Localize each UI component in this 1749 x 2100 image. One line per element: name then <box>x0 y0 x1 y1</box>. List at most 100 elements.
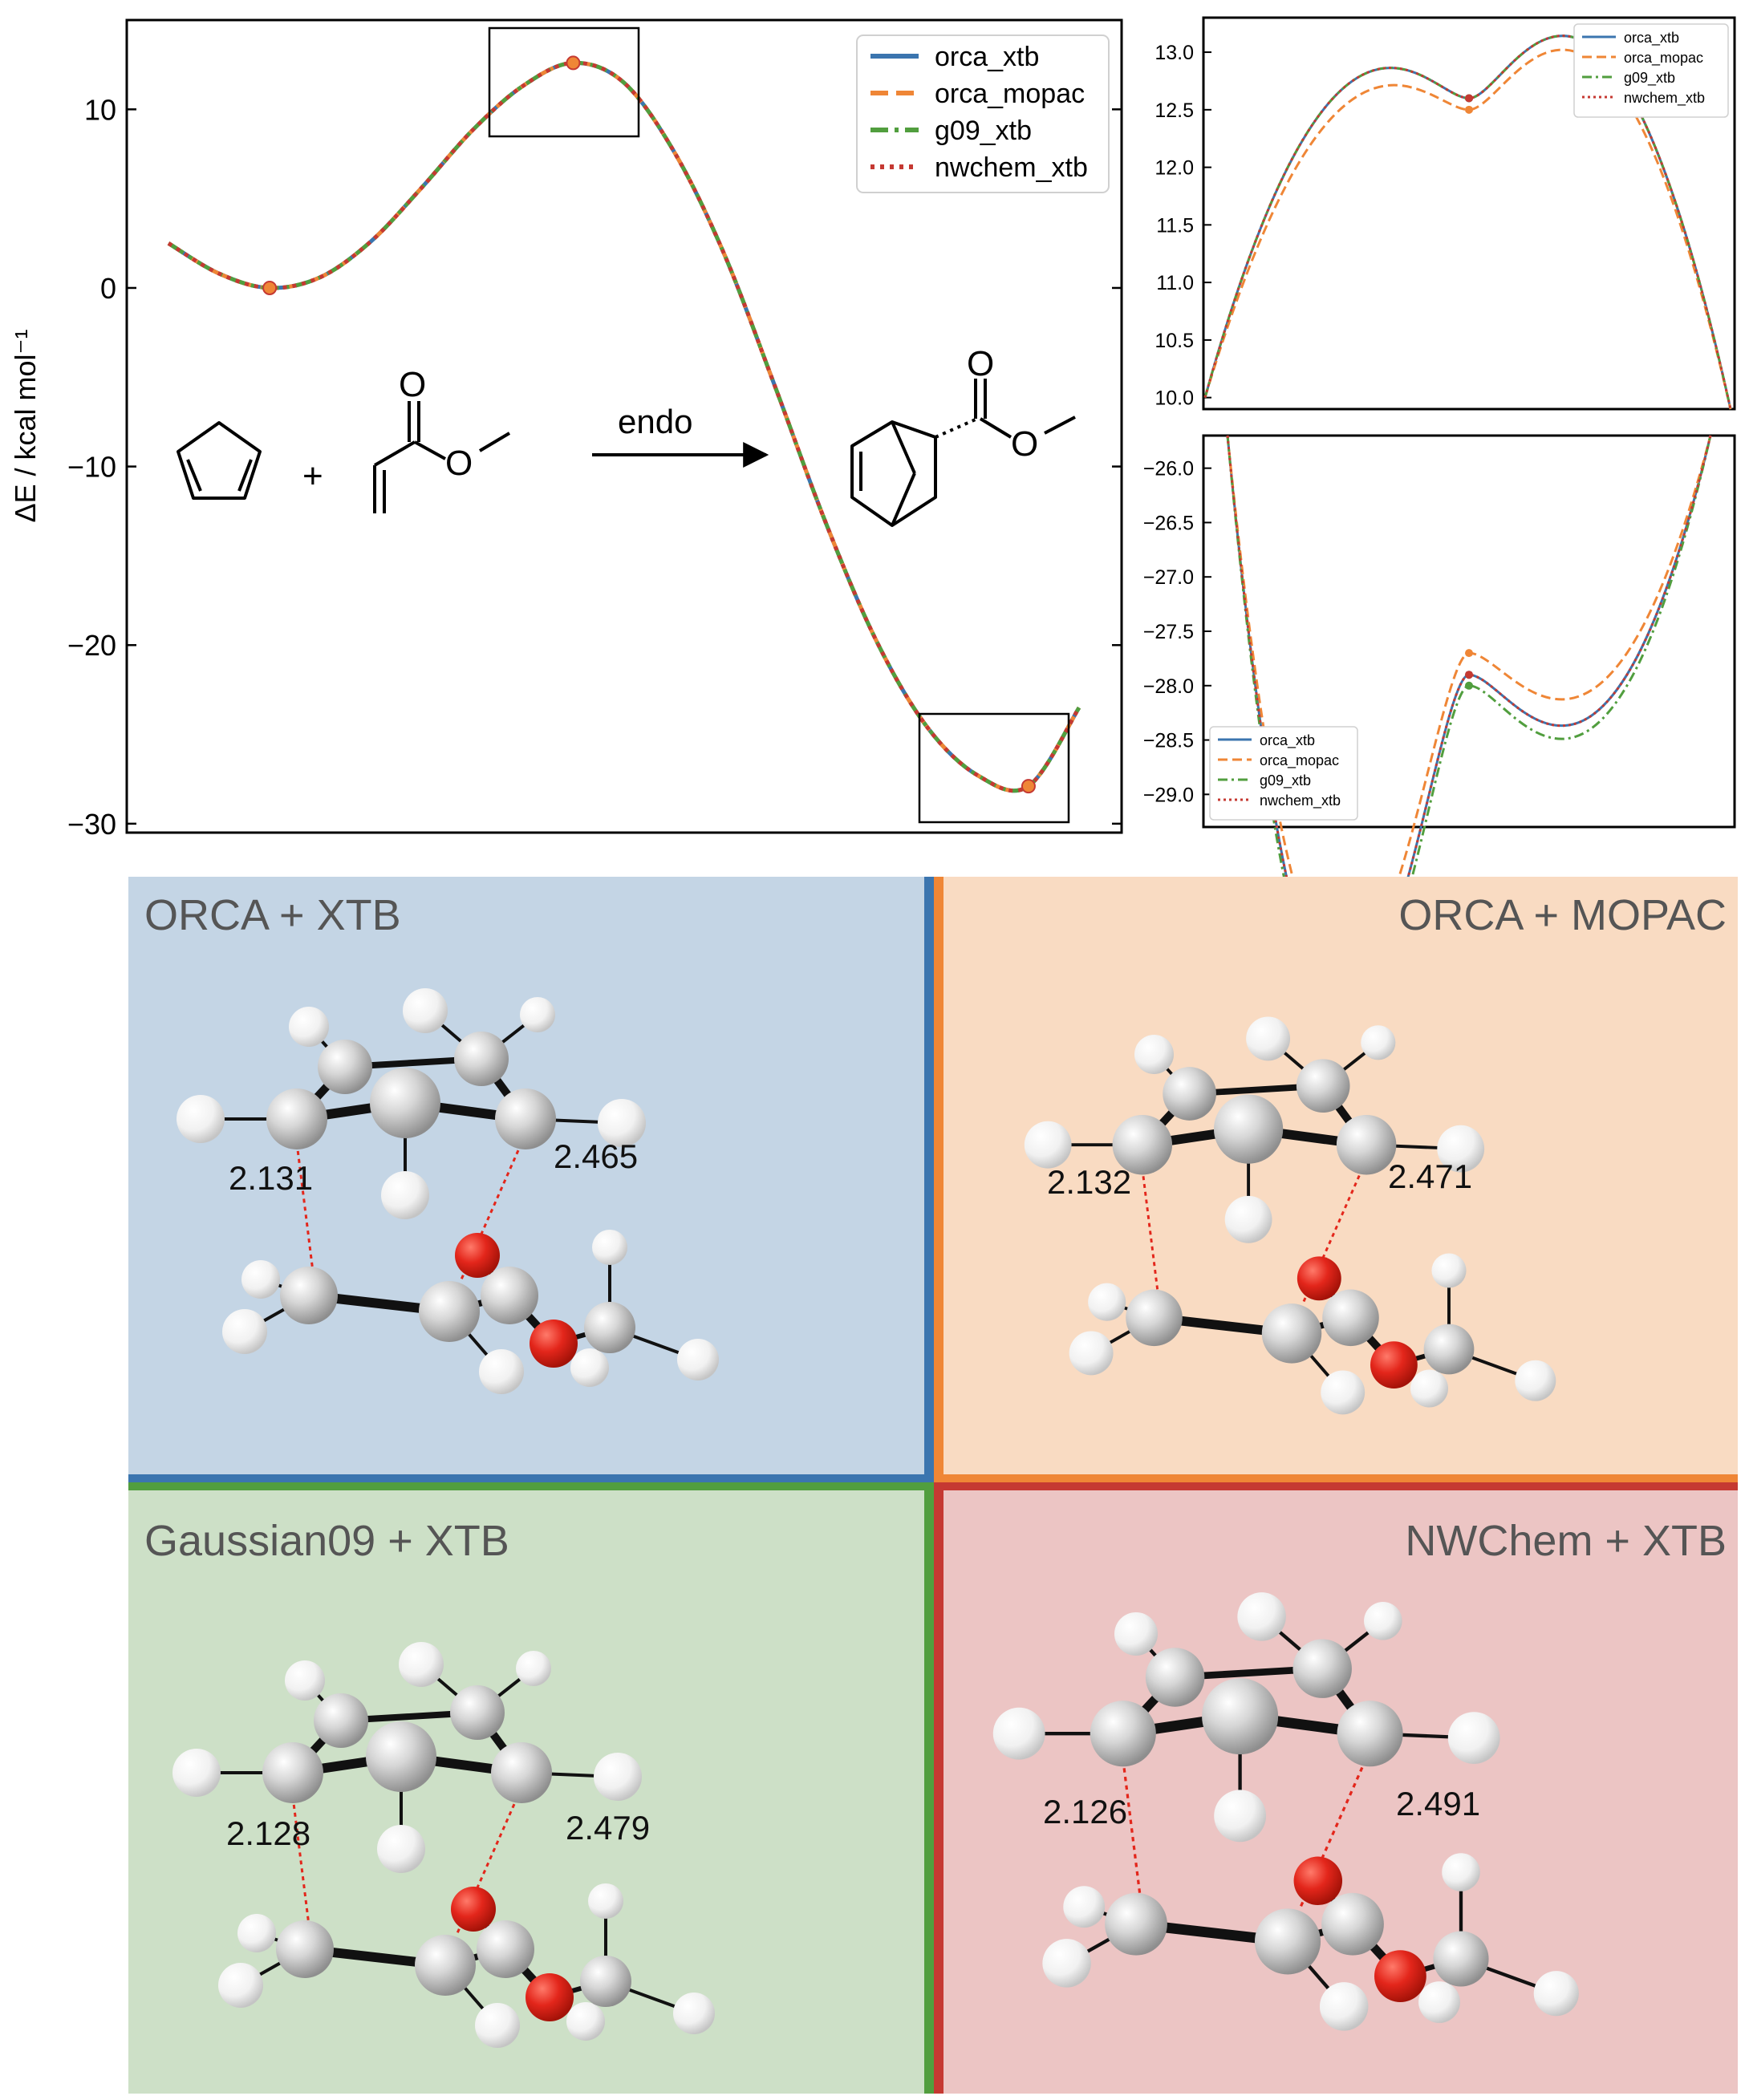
hydrogen-atom-2-17 <box>237 1914 276 1952</box>
carbon-atom-1-2 <box>1336 1114 1397 1175</box>
prod-curves-point-orca_mopac <box>1465 649 1473 658</box>
dist-right-nwchem-xtb: 2.491 <box>1396 1785 1481 1822</box>
molecule-2 <box>172 1642 715 2048</box>
carbon-atom-2-15 <box>580 1956 631 2007</box>
ts-zoom-box <box>488 26 640 138</box>
hydrogen-atom-3-6 <box>1447 1712 1500 1764</box>
main-curves <box>167 60 1081 793</box>
oxygen-atom-2-16 <box>451 1887 496 1932</box>
carbon-atom-0-4 <box>454 1032 509 1086</box>
molecule-3 <box>992 1592 1579 2031</box>
main-legend-label-nwchem_xtb: nwchem_xtb <box>935 152 1088 183</box>
carbon-atom-1-1 <box>1213 1094 1284 1164</box>
hydrogen-atom-3-5 <box>992 1707 1045 1760</box>
carbonyl-o-atom-2: O <box>967 344 994 383</box>
carbon-atom-0-15 <box>584 1302 635 1353</box>
hydrogen-atom-1-7 <box>1224 1195 1272 1243</box>
ts-yticks-label-3: 11.5 <box>1156 214 1194 237</box>
oxygen-atom-0-14 <box>530 1320 578 1368</box>
reaction-arrow-label: endo <box>618 403 692 440</box>
forming-bond-left-1 <box>1141 1168 1159 1295</box>
hydrogen-atom-2-19 <box>475 2003 520 2048</box>
hydrogen-atom-1-20 <box>1410 1369 1449 1408</box>
carbon-atom-0-1 <box>370 1068 440 1138</box>
carbonyl-o-atom-1: O <box>399 365 426 404</box>
hydrogen-atom-0-21 <box>592 1230 627 1265</box>
divider-blue-vertical <box>924 877 934 1480</box>
hydrogen-atom-1-8 <box>1134 1035 1174 1074</box>
product-y-ticks: −26.0 −26.5 −27.0 −27.5 −28.0 −28.5 −29.0 <box>1143 458 1211 806</box>
carbon-atom-1-0 <box>1112 1114 1173 1175</box>
product-legend-box <box>1209 726 1358 821</box>
hydrogen-atom-0-10 <box>520 997 555 1032</box>
hydrogen-atom-2-18 <box>218 1963 263 2008</box>
hydrogen-atom-1-17 <box>1088 1283 1126 1321</box>
carbon-atom-0-2 <box>495 1089 556 1149</box>
dist-left-orca-mopac: 2.132 <box>1047 1163 1132 1201</box>
ts-legend-box <box>1573 23 1729 118</box>
hydrogen-atom-0-6 <box>598 1099 646 1147</box>
hydrogen-atom-2-10 <box>516 1651 551 1686</box>
dist-left-g09-xtb: 2.128 <box>226 1814 311 1852</box>
hydrogen-atom-0-5 <box>177 1095 225 1143</box>
carbon-atom-3-0 <box>1090 1701 1156 1767</box>
hydrogen-atom-3-19 <box>1319 1982 1369 2031</box>
carbon-atom-1-15 <box>1423 1324 1475 1375</box>
ts-zoom-chart: 10.0 10.5 11.0 11.5 12.0 12.5 13.0 orca_xtborc… <box>1155 16 1736 411</box>
carbon-atom-3-15 <box>1433 1931 1489 1987</box>
prod-curves-point-nwchem_xtb <box>1465 671 1473 679</box>
main-ytick-label-2: −10 <box>67 451 116 484</box>
hydrogen-atom-2-5 <box>172 1749 221 1797</box>
main-ytick-label-4: 10 <box>84 93 116 126</box>
prod-legend-items-label-orca_mopac: orca_mopac <box>1260 752 1339 769</box>
divider-red-vertical <box>934 1482 943 2094</box>
divider-red-horizontal <box>934 1482 1738 1490</box>
hydrogen-atom-3-21 <box>1442 1853 1480 1891</box>
carbon-atom-3-4 <box>1292 1639 1352 1698</box>
hydrogen-atom-3-10 <box>1364 1602 1402 1640</box>
ts-yticks-label-2: 11.0 <box>1156 272 1194 294</box>
hydrogen-atom-3-9 <box>1237 1592 1286 1641</box>
oxygen-atom-3-14 <box>1374 1950 1426 2002</box>
hydrogen-atom-2-7 <box>377 1825 425 1873</box>
main-y-axis-label: ΔE / kcal mol⁻¹ <box>9 329 42 522</box>
hydrogen-atom-1-19 <box>1321 1370 1366 1415</box>
divider-orange-horizontal <box>934 1474 1738 1482</box>
hydrogen-atom-0-9 <box>403 988 448 1033</box>
carbon-atom-3-3 <box>1145 1648 1205 1707</box>
main-legend-label-g09_xtb: g09_xtb <box>935 116 1032 146</box>
panel-label-orca-xtb: ORCA + XTB <box>144 891 401 939</box>
ether-o-atom-1: O <box>445 444 473 483</box>
forming-bond-left-2 <box>291 1796 310 1926</box>
hydrogen-atom-3-7 <box>1214 1790 1266 1843</box>
carbon-atom-2-2 <box>491 1742 552 1803</box>
dist-right-orca-mopac: 2.471 <box>1388 1157 1473 1195</box>
main-series-g09_xtb <box>167 60 1081 793</box>
forming-bond-left-3 <box>1122 1759 1142 1899</box>
prod-legend-items-label-nwchem_xtb: nwchem_xtb <box>1260 793 1341 809</box>
ts-legend-items-label-orca_mopac: orca_mopac <box>1624 50 1703 67</box>
reaction-scheme: + O O endo <box>177 344 1076 527</box>
main-plot-frame <box>125 18 1123 834</box>
carbon-atom-3-13 <box>1321 1892 1384 1956</box>
main-marker-0 <box>262 280 278 295</box>
ts-curves-point-nwchem_xtb <box>1465 94 1473 103</box>
oxygen-atom-1-14 <box>1370 1341 1418 1389</box>
prod-yticks-label-4: −28.0 <box>1143 675 1194 698</box>
main-legend: orca_xtb orca_mopac g09_xtb nwchem_xtb <box>856 34 1110 193</box>
carbon-atom-0-11 <box>280 1267 338 1324</box>
hydrogen-atom-0-18 <box>222 1309 267 1354</box>
molecule-panels <box>128 877 1738 2094</box>
hydrogen-atom-3-8 <box>1114 1612 1158 1656</box>
carbon-atom-0-12 <box>419 1281 480 1342</box>
ts-yticks-label-0: 10.0 <box>1155 387 1194 410</box>
ts-zoom-frame <box>1202 16 1736 411</box>
hydrogen-atom-2-20 <box>566 2002 605 2041</box>
hydrogen-atom-0-19 <box>479 1349 524 1394</box>
dist-left-orca-xtb: 2.131 <box>229 1159 314 1197</box>
prod-yticks-label-5: −28.5 <box>1143 730 1194 752</box>
ts-y-ticks: 10.0 10.5 11.0 11.5 12.0 12.5 13.0 <box>1155 42 1211 410</box>
carbon-atom-2-11 <box>276 1920 334 1978</box>
main-legend-label-orca_mopac: orca_mopac <box>935 79 1085 109</box>
carbon-atom-1-12 <box>1261 1303 1322 1364</box>
